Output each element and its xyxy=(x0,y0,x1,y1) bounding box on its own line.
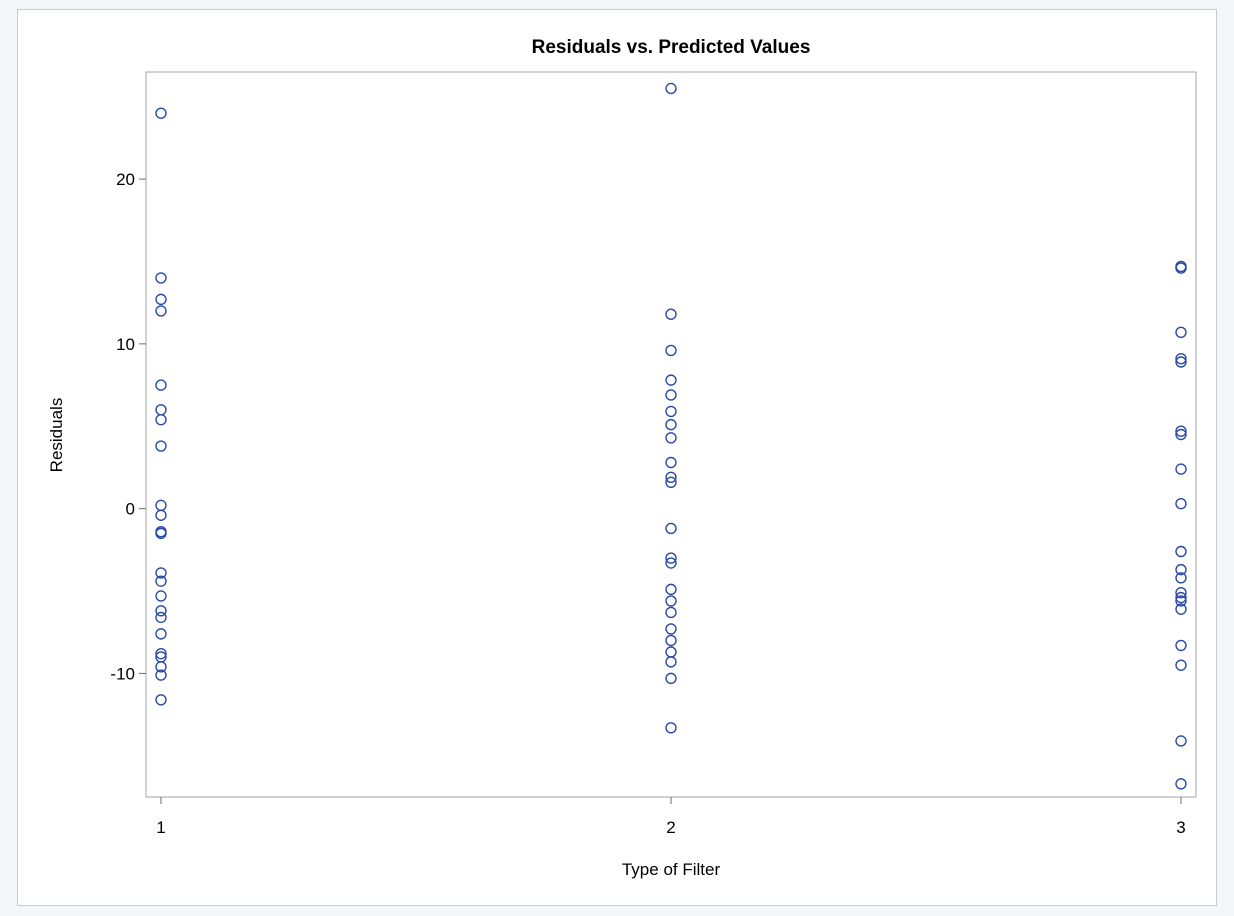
data-point xyxy=(665,471,677,484)
y-tick-label: 10 xyxy=(116,335,135,354)
data-point xyxy=(1175,326,1187,339)
data-point xyxy=(665,595,677,607)
data-point xyxy=(155,440,167,452)
data-point xyxy=(665,557,677,569)
data-point xyxy=(665,672,677,685)
data-point xyxy=(155,694,167,706)
data-point xyxy=(665,476,677,488)
x-axis: 1 2 3 xyxy=(156,797,1186,837)
y-axis-label: Residuals xyxy=(47,398,66,473)
y-tick-label: -10 xyxy=(110,664,135,683)
data-point xyxy=(1175,586,1187,599)
data-point xyxy=(665,623,677,635)
data-point xyxy=(665,405,677,418)
data-point xyxy=(1175,428,1187,441)
x-tick-label: 1 xyxy=(156,818,165,837)
data-point xyxy=(155,509,167,521)
data-point xyxy=(155,527,167,540)
data-point xyxy=(665,344,677,357)
data-point xyxy=(1175,498,1187,510)
data-point xyxy=(155,379,167,391)
data-point xyxy=(665,646,677,658)
data-point xyxy=(1175,595,1187,607)
data-point xyxy=(155,272,167,284)
data-point xyxy=(1175,545,1187,558)
data-point xyxy=(155,628,167,640)
data-point xyxy=(665,432,677,444)
data-point xyxy=(1175,591,1187,604)
data-point xyxy=(665,418,677,431)
chart-frame xyxy=(17,9,1217,906)
data-point xyxy=(1175,463,1187,475)
data-point xyxy=(665,634,677,647)
data-point xyxy=(665,552,677,564)
data-point xyxy=(155,611,167,624)
data-point xyxy=(665,82,677,95)
x-tick-label: 3 xyxy=(1176,818,1185,837)
x-tick-label: 2 xyxy=(666,818,675,837)
y-tick-label: 20 xyxy=(116,170,135,189)
plot-area xyxy=(145,71,1197,798)
y-tick-label: 0 xyxy=(126,500,135,519)
data-point xyxy=(1175,603,1187,615)
data-point xyxy=(1175,425,1187,437)
data-point xyxy=(665,606,677,619)
data-point xyxy=(155,499,167,512)
data-point xyxy=(155,575,167,587)
data-point xyxy=(155,669,167,681)
data-point xyxy=(1175,778,1187,790)
data-point xyxy=(665,656,677,668)
data-point xyxy=(1175,735,1187,747)
data-point xyxy=(155,413,167,426)
data-point xyxy=(155,605,167,617)
data-point xyxy=(1175,262,1187,274)
data-point xyxy=(155,567,167,579)
data-point xyxy=(155,647,167,660)
data-point xyxy=(1175,353,1187,365)
data-point xyxy=(1175,659,1187,671)
data-point xyxy=(155,404,167,416)
data-point xyxy=(155,293,167,306)
data-point xyxy=(155,590,167,602)
data-point xyxy=(665,522,677,535)
x-axis-label: Type of Filter xyxy=(622,860,721,879)
data-points xyxy=(155,82,1187,790)
data-point xyxy=(665,374,677,386)
chart-title: Residuals vs. Predicted Values xyxy=(532,37,811,58)
data-point xyxy=(1175,572,1187,584)
data-point xyxy=(1175,639,1187,652)
data-point xyxy=(665,722,677,734)
data-point xyxy=(665,583,677,596)
data-point xyxy=(665,389,677,401)
data-point xyxy=(1175,563,1187,576)
y-axis: -10 0 10 20 xyxy=(110,170,146,683)
data-point xyxy=(1175,356,1187,368)
data-point xyxy=(155,107,167,119)
data-point xyxy=(665,456,677,469)
data-point xyxy=(155,661,167,673)
data-point xyxy=(155,305,167,317)
data-point xyxy=(665,308,677,320)
